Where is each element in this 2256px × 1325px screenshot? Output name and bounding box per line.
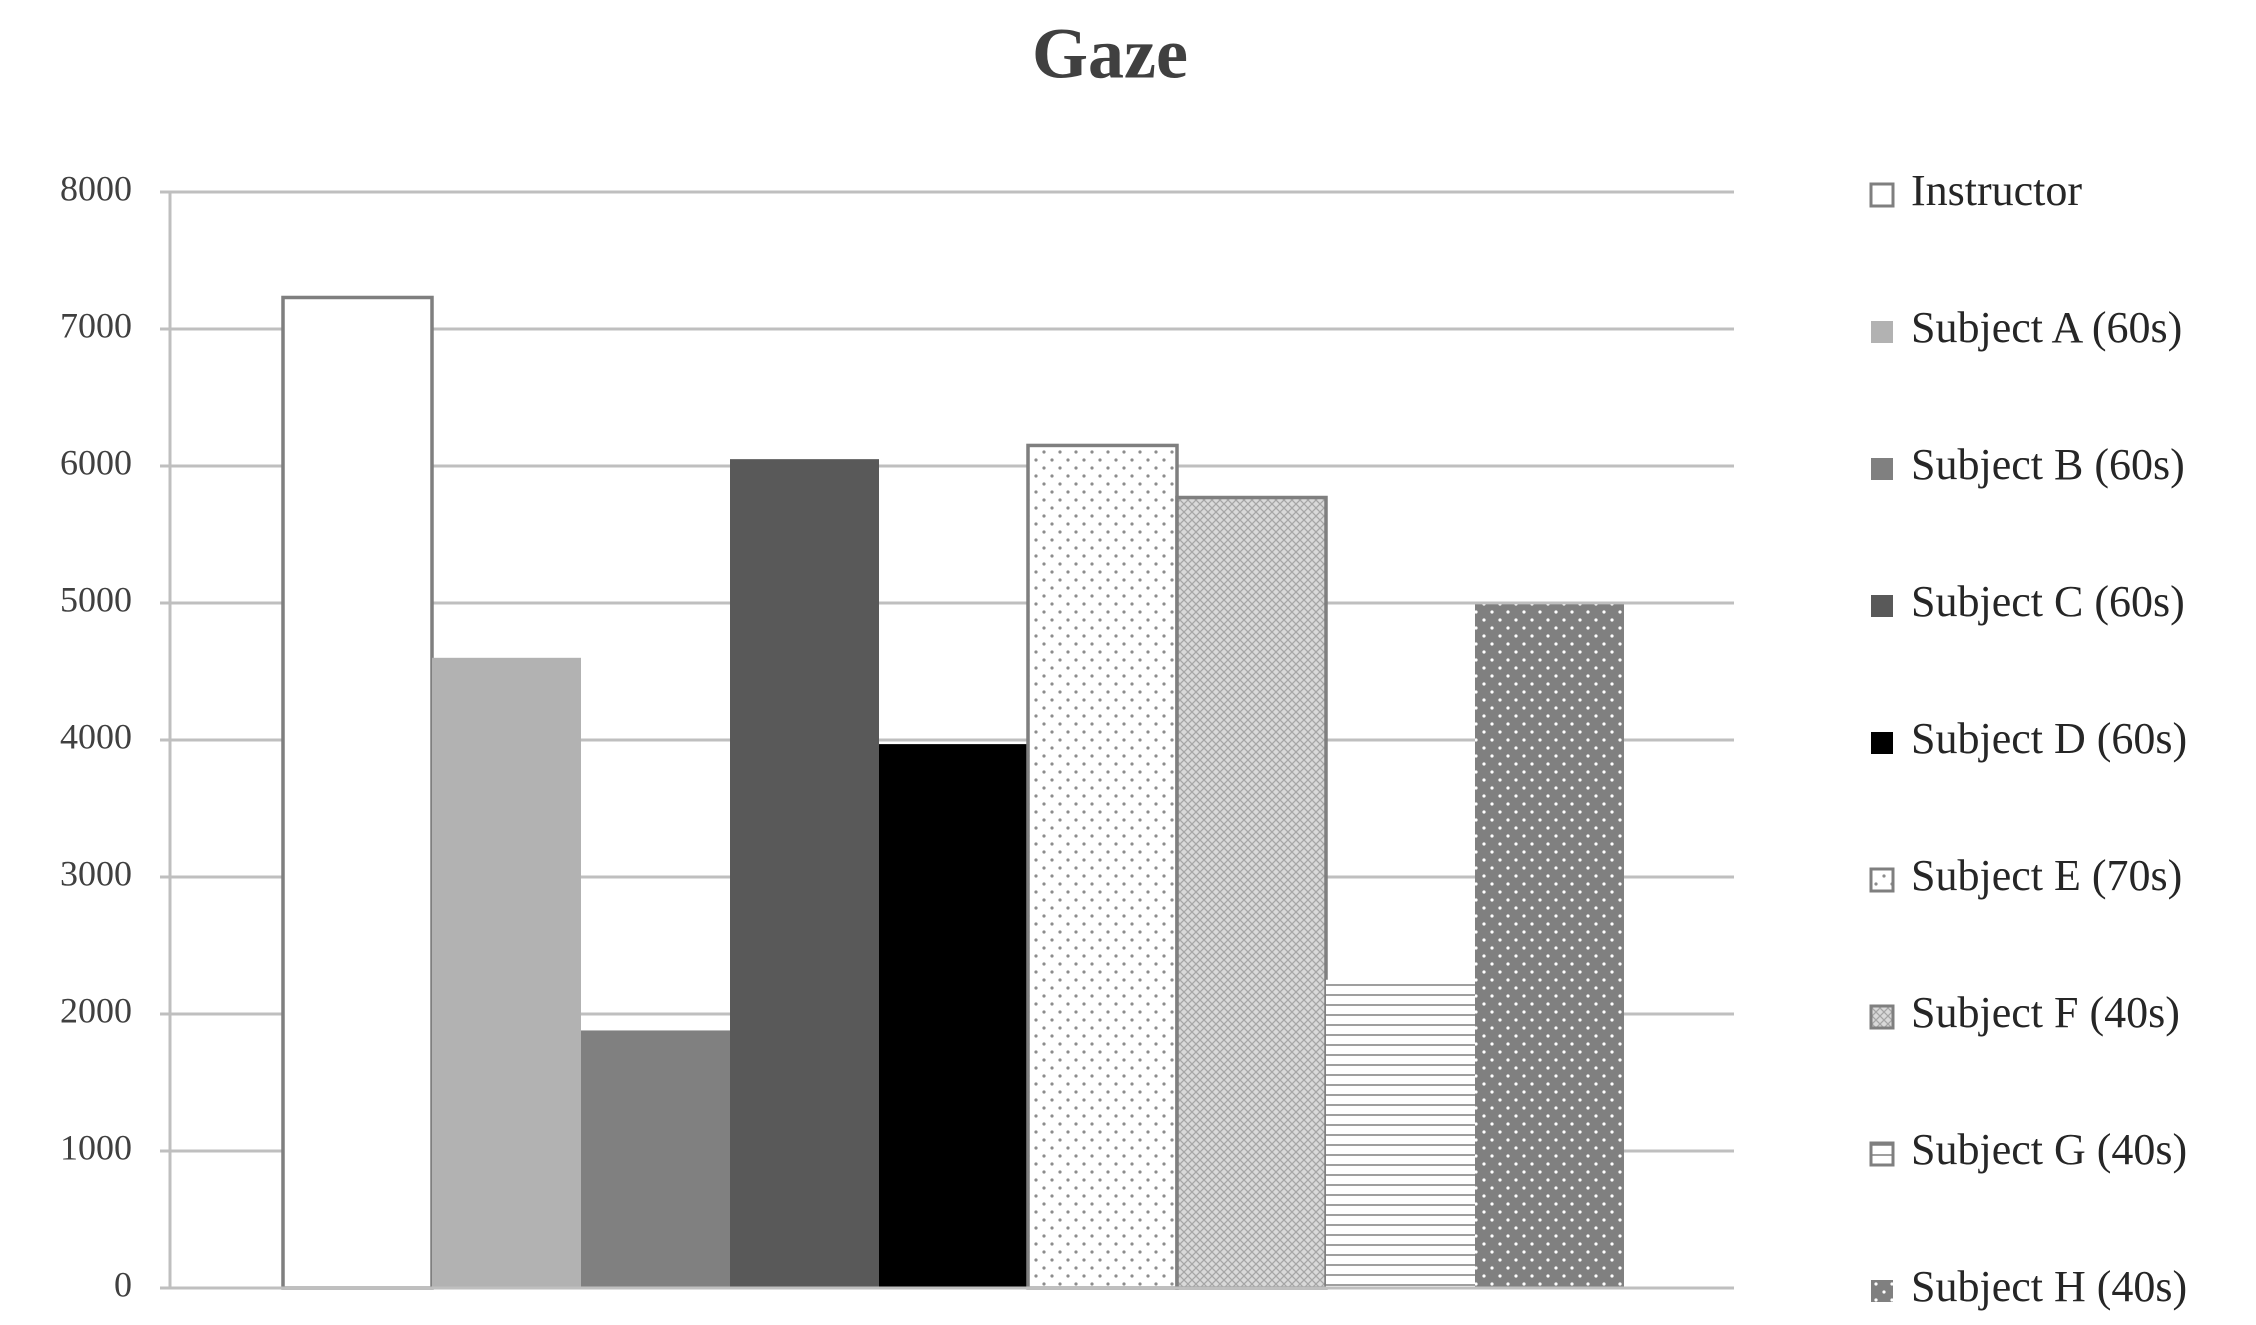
bar xyxy=(1475,604,1624,1288)
bar xyxy=(1326,979,1475,1288)
bar xyxy=(281,295,434,1290)
legend-swatch xyxy=(1871,595,1893,617)
legend-swatch xyxy=(1871,321,1893,343)
y-tick-label: 3000 xyxy=(60,853,132,893)
legend-swatch xyxy=(1869,867,1895,893)
legend-swatch xyxy=(1869,1004,1895,1030)
legend-label: Instructor xyxy=(1911,166,2082,215)
y-tick-label: 6000 xyxy=(60,442,132,482)
legend-label: Subject A (60s) xyxy=(1911,303,2182,352)
legend-swatch xyxy=(1871,732,1893,754)
legend-swatch xyxy=(1869,182,1895,208)
legend-swatch xyxy=(1871,1280,1893,1302)
y-tick-label: 2000 xyxy=(60,990,132,1030)
legend-label: Subject F (40s) xyxy=(1911,988,2180,1037)
legend-label: Subject D (60s) xyxy=(1911,714,2187,763)
y-tick-label: 8000 xyxy=(60,168,132,208)
bar xyxy=(1175,495,1328,1290)
y-tick-label: 7000 xyxy=(60,305,132,345)
legend-label: Subject G (40s) xyxy=(1911,1125,2187,1174)
y-tick-label: 4000 xyxy=(60,716,132,756)
bar xyxy=(432,657,581,1288)
legend-label: Subject H (40s) xyxy=(1911,1262,2187,1311)
legend-label: Subject E (70s) xyxy=(1911,851,2182,900)
y-tick-label: 1000 xyxy=(60,1127,132,1167)
y-tick-label: 5000 xyxy=(60,579,132,619)
legend-swatch xyxy=(1871,458,1893,480)
legend-swatch xyxy=(1869,1141,1895,1167)
bar xyxy=(730,459,879,1288)
bar xyxy=(581,1030,730,1288)
bar xyxy=(1026,443,1179,1290)
legend-label: Subject B (60s) xyxy=(1911,440,2185,489)
y-tick-label: 0 xyxy=(114,1264,132,1304)
legend-label: Subject C (60s) xyxy=(1911,577,2185,626)
bar xyxy=(879,744,1028,1288)
chart-title: Gaze xyxy=(1032,14,1188,94)
